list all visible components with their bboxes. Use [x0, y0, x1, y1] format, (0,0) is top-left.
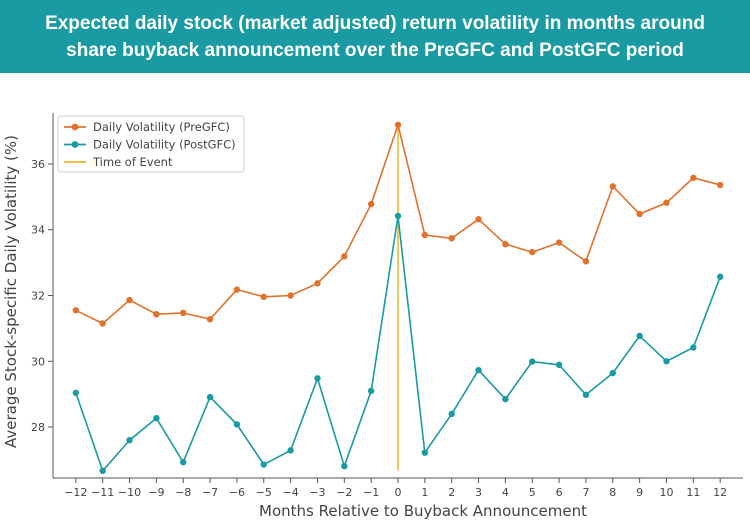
data-point-series-1 [609, 183, 616, 190]
data-point-series-2 [367, 387, 375, 395]
x-tick-label: 3 [475, 486, 482, 499]
data-point-series-1 [341, 253, 348, 260]
data-point-series-2 [448, 410, 455, 418]
legend-swatch-marker [71, 141, 79, 148]
data-point-series-2 [502, 395, 509, 403]
x-tick-label: 4 [502, 486, 509, 499]
data-point-series-2 [314, 375, 321, 382]
data-point-series-1 [180, 309, 187, 317]
data-point-series-1 [502, 241, 509, 248]
data-point-series-1 [367, 200, 375, 208]
y-axis-label: Average Stock-specific Daily Volatility … [2, 135, 20, 448]
y-tick-label: 30 [31, 355, 45, 368]
data-point-series-1 [475, 216, 482, 223]
x-tick-label: −5 [256, 486, 272, 499]
data-point-series-1 [72, 307, 80, 314]
data-point-series-2 [394, 212, 402, 220]
legend-label: Time of Event [92, 155, 173, 169]
data-point-series-2 [287, 447, 294, 454]
x-tick-label: −4 [282, 486, 298, 499]
legend-box [57, 115, 245, 173]
y-tick-label: 36 [31, 158, 45, 171]
x-tick-label: −9 [148, 486, 164, 499]
data-point-series-1 [555, 239, 563, 246]
data-point-series-1 [636, 210, 643, 218]
data-point-series-1 [716, 181, 724, 189]
x-tick-label: −10 [118, 486, 141, 499]
data-point-series-2 [153, 414, 160, 422]
x-tick-label: −3 [309, 486, 325, 499]
data-point-series-2 [180, 459, 187, 466]
x-tick-label: −1 [363, 486, 379, 499]
data-point-series-2 [609, 369, 616, 377]
data-point-series-2 [690, 344, 697, 351]
x-tick-label: 5 [529, 486, 536, 499]
data-point-series-1 [260, 293, 267, 301]
x-tick-label: −6 [229, 486, 245, 499]
legend-label: Daily Volatility (PostGFC) [93, 138, 236, 152]
x-tick-label: 9 [636, 486, 643, 499]
data-point-series-1 [582, 258, 590, 265]
data-point-series-1 [663, 199, 670, 206]
data-point-series-1 [233, 286, 241, 293]
data-point-series-1 [287, 292, 294, 299]
x-tick-label: −8 [175, 486, 191, 499]
data-point-series-1 [690, 174, 697, 181]
data-point-series-2 [206, 393, 214, 401]
x-tick-label: −12 [64, 486, 87, 499]
legend-swatch-marker [71, 123, 79, 131]
data-point-series-2 [72, 389, 80, 397]
data-point-series-1 [206, 315, 214, 323]
data-point-series-2 [555, 361, 563, 369]
x-tick-label: 12 [713, 486, 727, 499]
data-point-series-2 [529, 358, 536, 365]
data-point-series-1 [421, 231, 429, 239]
data-point-series-1 [394, 121, 402, 129]
x-tick-label: 1 [421, 486, 428, 499]
data-point-series-1 [314, 280, 321, 287]
data-point-series-2 [260, 461, 267, 468]
data-point-series-1 [153, 311, 160, 318]
x-tick-label: 7 [582, 486, 589, 499]
x-tick-label: 11 [686, 486, 700, 499]
chart-title: Expected daily stock (market adjusted) r… [45, 12, 705, 61]
data-point-series-2 [126, 436, 133, 444]
x-tick-label: 8 [609, 486, 616, 499]
x-tick-label: −2 [336, 486, 352, 499]
data-point-series-2 [341, 462, 348, 470]
x-tick-label: 0 [395, 486, 402, 499]
data-point-series-2 [421, 449, 429, 456]
x-tick-label: −11 [91, 486, 114, 499]
data-point-series-2 [663, 358, 670, 365]
legend-label: Daily Volatility (PreGFC) [93, 120, 230, 134]
x-tick-label: 10 [659, 486, 673, 499]
x-tick-label: 6 [556, 486, 563, 499]
chart-title-banner: Expected daily stock (market adjusted) r… [0, 0, 750, 73]
x-tick-label: 2 [448, 486, 455, 499]
data-point-series-2 [716, 273, 724, 280]
x-tick-label: −7 [202, 486, 218, 499]
data-point-series-2 [99, 467, 106, 474]
y-tick-label: 32 [31, 290, 45, 303]
data-point-series-1 [529, 248, 536, 256]
data-point-series-1 [448, 235, 455, 242]
y-tick-label: 34 [31, 224, 45, 237]
data-point-series-2 [582, 391, 590, 399]
data-point-series-1 [126, 296, 133, 304]
x-axis-label: Months Relative to Buyback Announcement [259, 502, 587, 520]
y-tick-label: 28 [31, 421, 45, 434]
data-point-series-1 [99, 320, 106, 327]
data-point-series-2 [475, 366, 482, 374]
data-point-series-2 [233, 421, 241, 428]
data-point-series-2 [636, 332, 643, 340]
